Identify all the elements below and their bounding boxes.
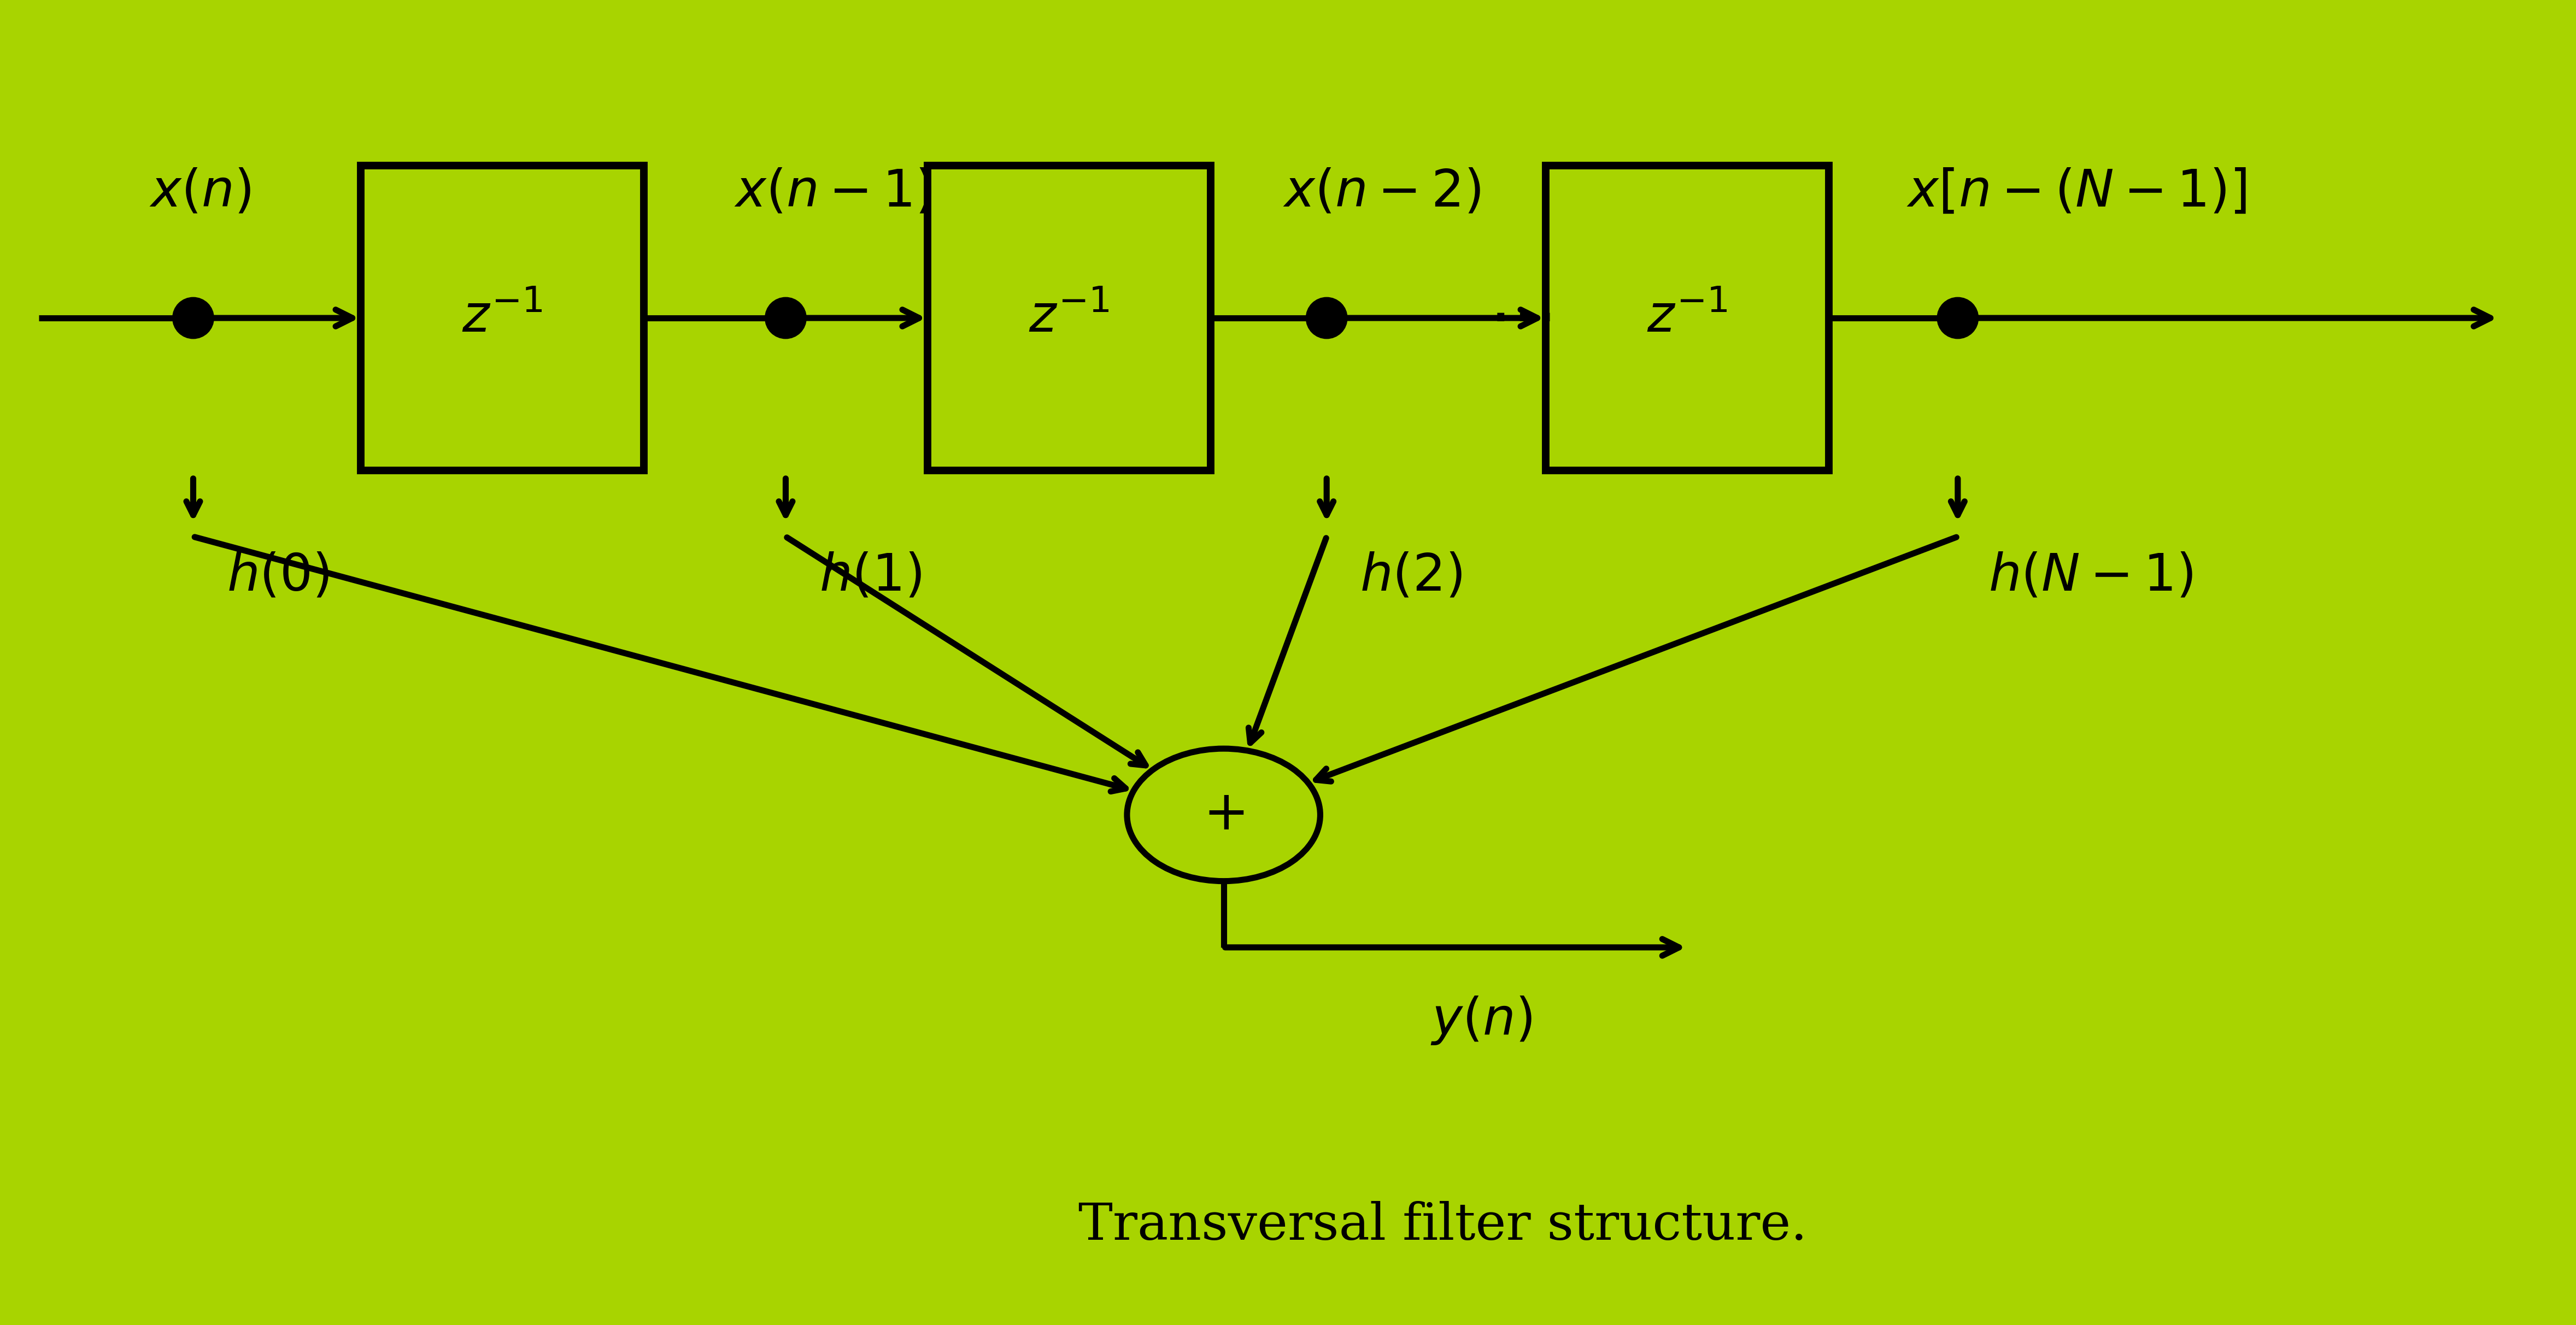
Text: $x(n-2)$: $x(n-2)$ [1283,167,1481,217]
Polygon shape [361,166,644,470]
Text: $h(0)$: $h(0)$ [227,551,330,602]
Text: $x(n)$: $x(n)$ [149,167,250,217]
Text: $z^{-1}$: $z^{-1}$ [1028,293,1110,343]
Text: $y(n)$: $y(n)$ [1430,994,1533,1047]
Text: $h(N-1)$: $h(N-1)$ [1989,551,2192,602]
Ellipse shape [173,297,214,339]
Ellipse shape [1306,297,1347,339]
Text: $x(n-1)$: $x(n-1)$ [734,167,933,217]
Ellipse shape [765,297,806,339]
Text: $h(2)$: $h(2)$ [1360,551,1463,602]
Polygon shape [1546,166,1829,470]
Text: $x[n-(N-1)]$: $x[n-(N-1)]$ [1906,167,2246,217]
Text: $\cdots$: $\cdots$ [1489,285,1551,351]
Text: $z^{-1}$: $z^{-1}$ [461,293,544,343]
Text: $z^{-1}$: $z^{-1}$ [1646,293,1728,343]
Text: Transversal filter structure.: Transversal filter structure. [1079,1200,1806,1251]
Text: $h(1)$: $h(1)$ [819,551,922,602]
Polygon shape [927,166,1211,470]
Ellipse shape [1126,749,1319,881]
Text: $+$: $+$ [1203,788,1244,841]
Ellipse shape [1937,297,1978,339]
